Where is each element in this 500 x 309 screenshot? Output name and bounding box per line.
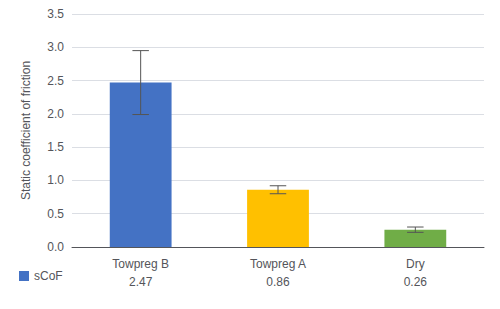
svg-text:0.26: 0.26 (404, 275, 428, 289)
svg-text:2.0: 2.0 (47, 107, 64, 121)
svg-text:Towpreg B: Towpreg B (112, 257, 169, 271)
svg-text:3.0: 3.0 (47, 40, 64, 54)
svg-text:2.47: 2.47 (129, 275, 153, 289)
svg-text:1.5: 1.5 (47, 140, 64, 154)
svg-text:3.5: 3.5 (47, 7, 64, 21)
svg-text:0.86: 0.86 (266, 275, 290, 289)
svg-text:Static coefficient of friction: Static coefficient of friction (19, 61, 33, 200)
svg-text:Dry: Dry (406, 257, 425, 271)
svg-text:2.5: 2.5 (47, 74, 64, 88)
svg-text:Towpreg A: Towpreg A (250, 257, 306, 271)
svg-text:0.5: 0.5 (47, 207, 64, 221)
svg-text:0.0: 0.0 (47, 240, 64, 254)
svg-text:sCoF: sCoF (34, 269, 63, 283)
svg-text:1.0: 1.0 (47, 173, 64, 187)
